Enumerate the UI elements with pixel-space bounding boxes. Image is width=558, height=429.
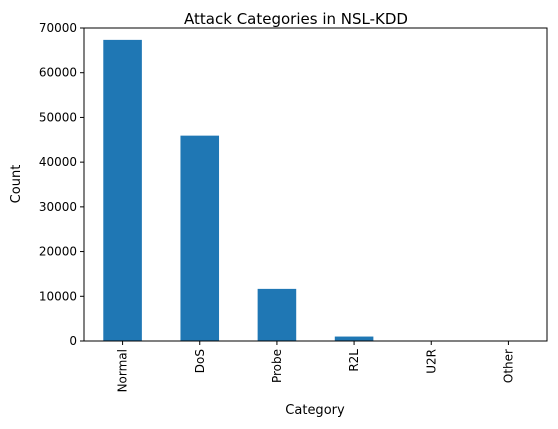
bar-r2l bbox=[334, 336, 374, 341]
y-tick-label: 0 bbox=[69, 334, 77, 348]
y-axis-ticks: 0 10000 20000 30000 40000 50000 60000 70000 bbox=[39, 21, 84, 348]
y-tick-label: 50000 bbox=[39, 110, 77, 124]
y-tick-label: 70000 bbox=[39, 21, 77, 35]
x-axis-label: Category bbox=[285, 403, 345, 418]
bars-group bbox=[103, 39, 451, 341]
y-tick-label: 40000 bbox=[39, 155, 77, 169]
bar-dos bbox=[180, 135, 220, 341]
chart-title: Attack Categories in NSL-KDD bbox=[184, 10, 408, 28]
x-tick-label: Other bbox=[501, 349, 515, 383]
bar-probe bbox=[257, 288, 297, 341]
y-tick-label: 30000 bbox=[39, 200, 77, 214]
y-tick-label: 60000 bbox=[39, 66, 77, 80]
y-tick-label: 20000 bbox=[39, 245, 77, 259]
x-axis-ticks: Normal DoS Probe R2L U2R Other bbox=[116, 341, 515, 392]
y-axis-label: Count bbox=[9, 165, 24, 204]
y-tick-label: 10000 bbox=[39, 289, 77, 303]
plot-frame bbox=[83, 27, 548, 342]
x-tick-label: DoS bbox=[193, 349, 207, 373]
plot-area: 0 10000 20000 30000 40000 50000 60000 70000 Nor… bbox=[39, 21, 548, 392]
x-tick-label: R2L bbox=[347, 349, 361, 372]
bar-normal bbox=[103, 39, 142, 341]
x-tick-label: U2R bbox=[424, 349, 438, 374]
x-tick-label: Probe bbox=[270, 349, 284, 383]
x-tick-label: Normal bbox=[116, 349, 130, 392]
